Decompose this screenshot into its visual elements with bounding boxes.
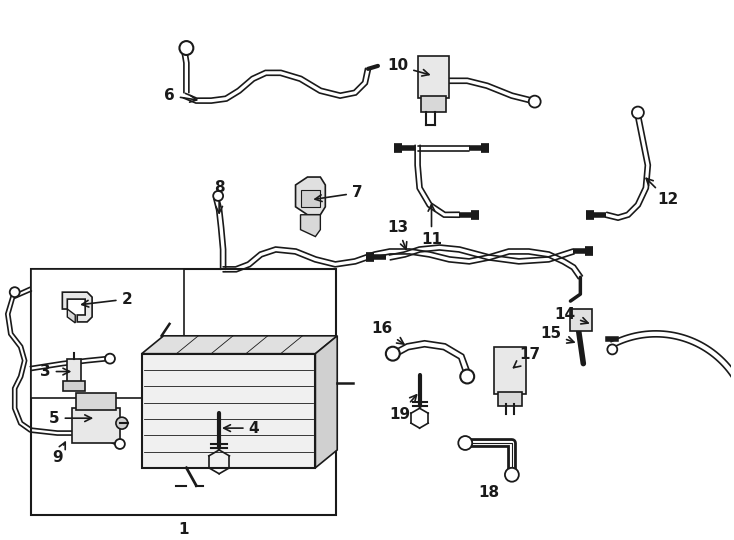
Circle shape bbox=[607, 345, 617, 354]
Text: 11: 11 bbox=[421, 205, 442, 247]
Bar bbox=[68, 359, 81, 387]
Text: 4: 4 bbox=[224, 421, 259, 436]
Bar bbox=[570, 309, 592, 331]
Polygon shape bbox=[316, 336, 337, 468]
Polygon shape bbox=[296, 177, 325, 215]
Circle shape bbox=[386, 347, 400, 361]
Circle shape bbox=[115, 439, 125, 449]
Text: 3: 3 bbox=[40, 364, 70, 379]
Bar bbox=[72, 408, 120, 443]
Circle shape bbox=[116, 417, 128, 429]
Polygon shape bbox=[68, 309, 76, 323]
Circle shape bbox=[505, 468, 519, 482]
Bar bbox=[498, 393, 522, 406]
Circle shape bbox=[458, 436, 472, 450]
Bar bbox=[63, 381, 85, 391]
Text: 14: 14 bbox=[554, 307, 588, 324]
Text: 13: 13 bbox=[388, 220, 408, 249]
Text: 6: 6 bbox=[164, 88, 197, 103]
Text: 7: 7 bbox=[315, 185, 363, 201]
Text: 19: 19 bbox=[389, 395, 417, 422]
Circle shape bbox=[528, 96, 541, 107]
Bar bbox=[418, 56, 449, 98]
Polygon shape bbox=[300, 215, 320, 237]
Circle shape bbox=[213, 191, 223, 201]
Bar bbox=[494, 347, 526, 394]
Text: 5: 5 bbox=[49, 411, 92, 426]
Text: 1: 1 bbox=[178, 522, 189, 537]
Text: 8: 8 bbox=[214, 180, 225, 213]
Circle shape bbox=[460, 369, 474, 383]
Text: 15: 15 bbox=[540, 326, 574, 343]
Text: 17: 17 bbox=[514, 347, 540, 368]
Text: 9: 9 bbox=[52, 442, 65, 465]
Text: 2: 2 bbox=[81, 292, 132, 307]
Bar bbox=[31, 269, 336, 516]
Text: 18: 18 bbox=[479, 485, 500, 500]
Bar bbox=[31, 269, 184, 399]
Polygon shape bbox=[142, 336, 337, 354]
Text: 10: 10 bbox=[388, 58, 429, 76]
Bar bbox=[421, 96, 446, 112]
Bar bbox=[76, 393, 116, 410]
Polygon shape bbox=[300, 190, 320, 207]
Circle shape bbox=[632, 106, 644, 118]
Bar bbox=[142, 354, 316, 468]
Polygon shape bbox=[62, 292, 92, 322]
Circle shape bbox=[179, 41, 193, 55]
Circle shape bbox=[105, 354, 115, 363]
Text: 16: 16 bbox=[371, 321, 404, 344]
Text: 12: 12 bbox=[646, 178, 678, 207]
Circle shape bbox=[10, 287, 20, 297]
